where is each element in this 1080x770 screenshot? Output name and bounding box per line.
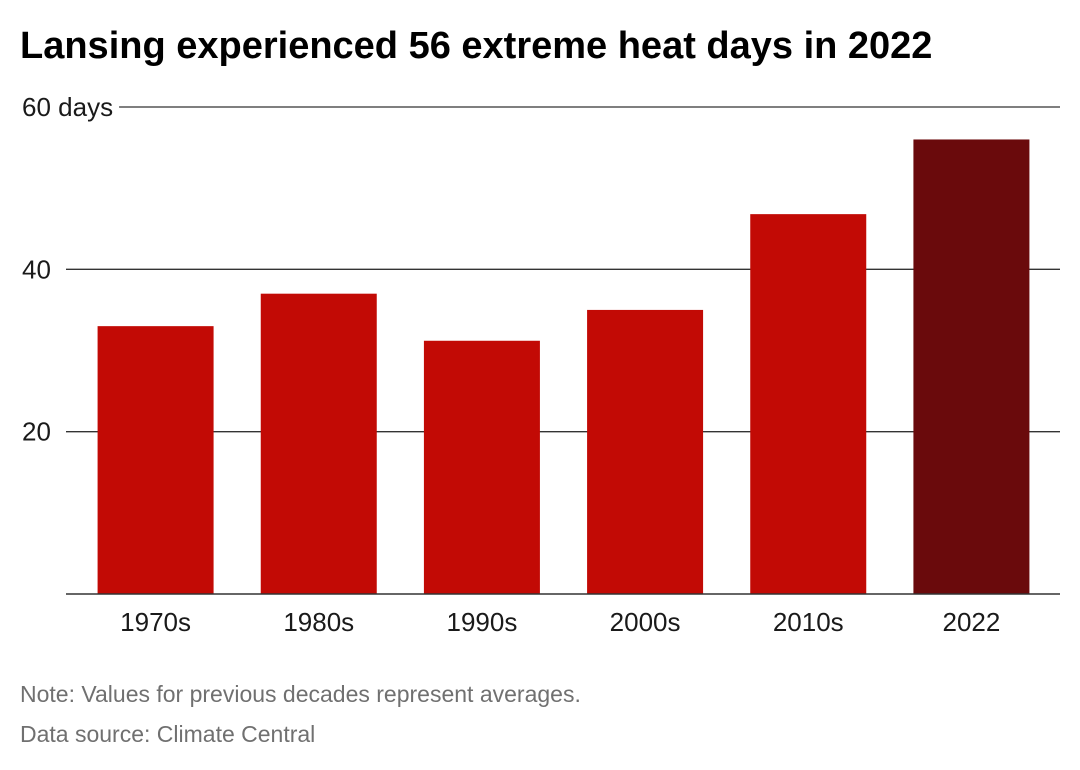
data-source: Data source: Climate Central — [20, 721, 316, 747]
x-tick-label: 2010s — [773, 607, 844, 637]
y-tick-label: 60 days — [22, 92, 113, 122]
bar-2000s — [587, 309, 704, 594]
bar-1970s — [97, 326, 214, 594]
chart-note: Note: Values for previous decades repres… — [20, 681, 581, 707]
bar-2022 — [913, 139, 1030, 594]
chart-title: Lansing experienced 56 extreme heat days… — [20, 25, 933, 67]
bar-chart: 60 days 40 20 1970s 1980s 1990s 2000s 2010s 2022 — [22, 92, 1060, 637]
bar-1980s — [260, 293, 377, 594]
y-tick-label: 40 — [22, 254, 51, 284]
y-tick-label: 20 — [22, 417, 51, 447]
x-tick-label: 1990s — [446, 607, 517, 637]
tick-labels: 60 days 40 20 1970s 1980s 1990s 2000s 2010s 2022 — [22, 92, 1000, 637]
x-tick-label: 1970s — [120, 607, 191, 637]
x-tick-label: 1980s — [283, 607, 354, 637]
x-tick-label: 2022 — [942, 607, 1000, 637]
x-tick-label: 2000s — [610, 607, 681, 637]
bar-2010s — [750, 214, 867, 594]
bars — [97, 139, 1030, 594]
bar-1990s — [423, 340, 540, 594]
grid-lines — [66, 106, 1060, 433]
